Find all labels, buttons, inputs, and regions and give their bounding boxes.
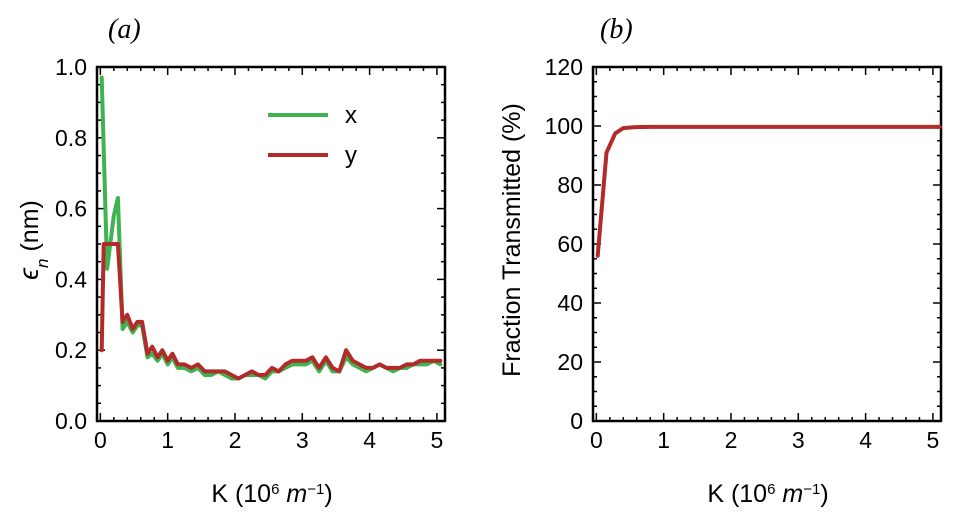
y-tick-label: 120 [545, 54, 583, 80]
panel-a: (a) 0 1 2 3 4 5 0.0 0.2 0.4 0.6 0.8 1.0 K (106 m−1)… [14, 14, 447, 508]
x-tick-label: 2 [725, 427, 738, 453]
panel-a-plot: 0 1 2 3 4 5 0.0 0.2 0.4 0.6 0.8 1.0 [55, 54, 447, 453]
panel-a-label: (a) [108, 14, 141, 45]
x-tick-label: 0 [94, 427, 107, 453]
y-tick-label: 60 [557, 231, 583, 257]
y-tick-label: 0.2 [55, 337, 87, 363]
panel-a-ylabel: ϵn (nm) [14, 200, 52, 280]
x-tick-label: 5 [927, 427, 940, 453]
x-tick-label: 3 [792, 427, 805, 453]
x-tick-label: 1 [161, 427, 174, 453]
y-tick-label: 20 [557, 349, 583, 375]
y-tick-label: 0 [570, 408, 583, 434]
panel-a-xlabel: K (106 m−1) [211, 480, 332, 508]
panel-b-ylabel: Fraction Transmitted (%) [498, 103, 526, 377]
x-tick-label: 3 [296, 427, 309, 453]
panel-b: (b) 0 1 2 3 4 5 0 20 40 60 80 100 120 K (106 m−1) Fr… [498, 14, 943, 508]
legend-label-y: y [345, 142, 357, 169]
x-tick-label: 4 [363, 427, 376, 453]
y-tick-label: 100 [545, 113, 583, 139]
y-tick-label: 1.0 [55, 54, 87, 80]
panel-b-xlabel: K (106 m−1) [707, 480, 828, 508]
y-tick-label: 80 [557, 172, 583, 198]
x-tick-label: 0 [590, 427, 603, 453]
x-tick-label: 2 [229, 427, 242, 453]
panel-b-label: (b) [600, 14, 633, 45]
legend-label-x: x [345, 102, 357, 129]
y-tick-label: 40 [557, 290, 583, 316]
panel-b-plot: 0 1 2 3 4 5 0 20 40 60 80 100 120 [545, 54, 943, 453]
y-tick-label: 0.8 [55, 125, 87, 151]
series-line-transmission [595, 124, 942, 258]
x-tick-label: 5 [431, 427, 444, 453]
y-tick-label: 0.0 [55, 408, 87, 434]
series-line-y [99, 242, 443, 381]
x-tick-label: 4 [859, 427, 872, 453]
x-tick-label: 1 [657, 427, 670, 453]
panel-b-frame [591, 65, 943, 423]
y-tick-label: 0.4 [55, 266, 87, 292]
y-tick-label: 0.6 [55, 196, 87, 222]
panel-a-legend: x y [268, 102, 357, 169]
series-line-x [99, 75, 443, 381]
